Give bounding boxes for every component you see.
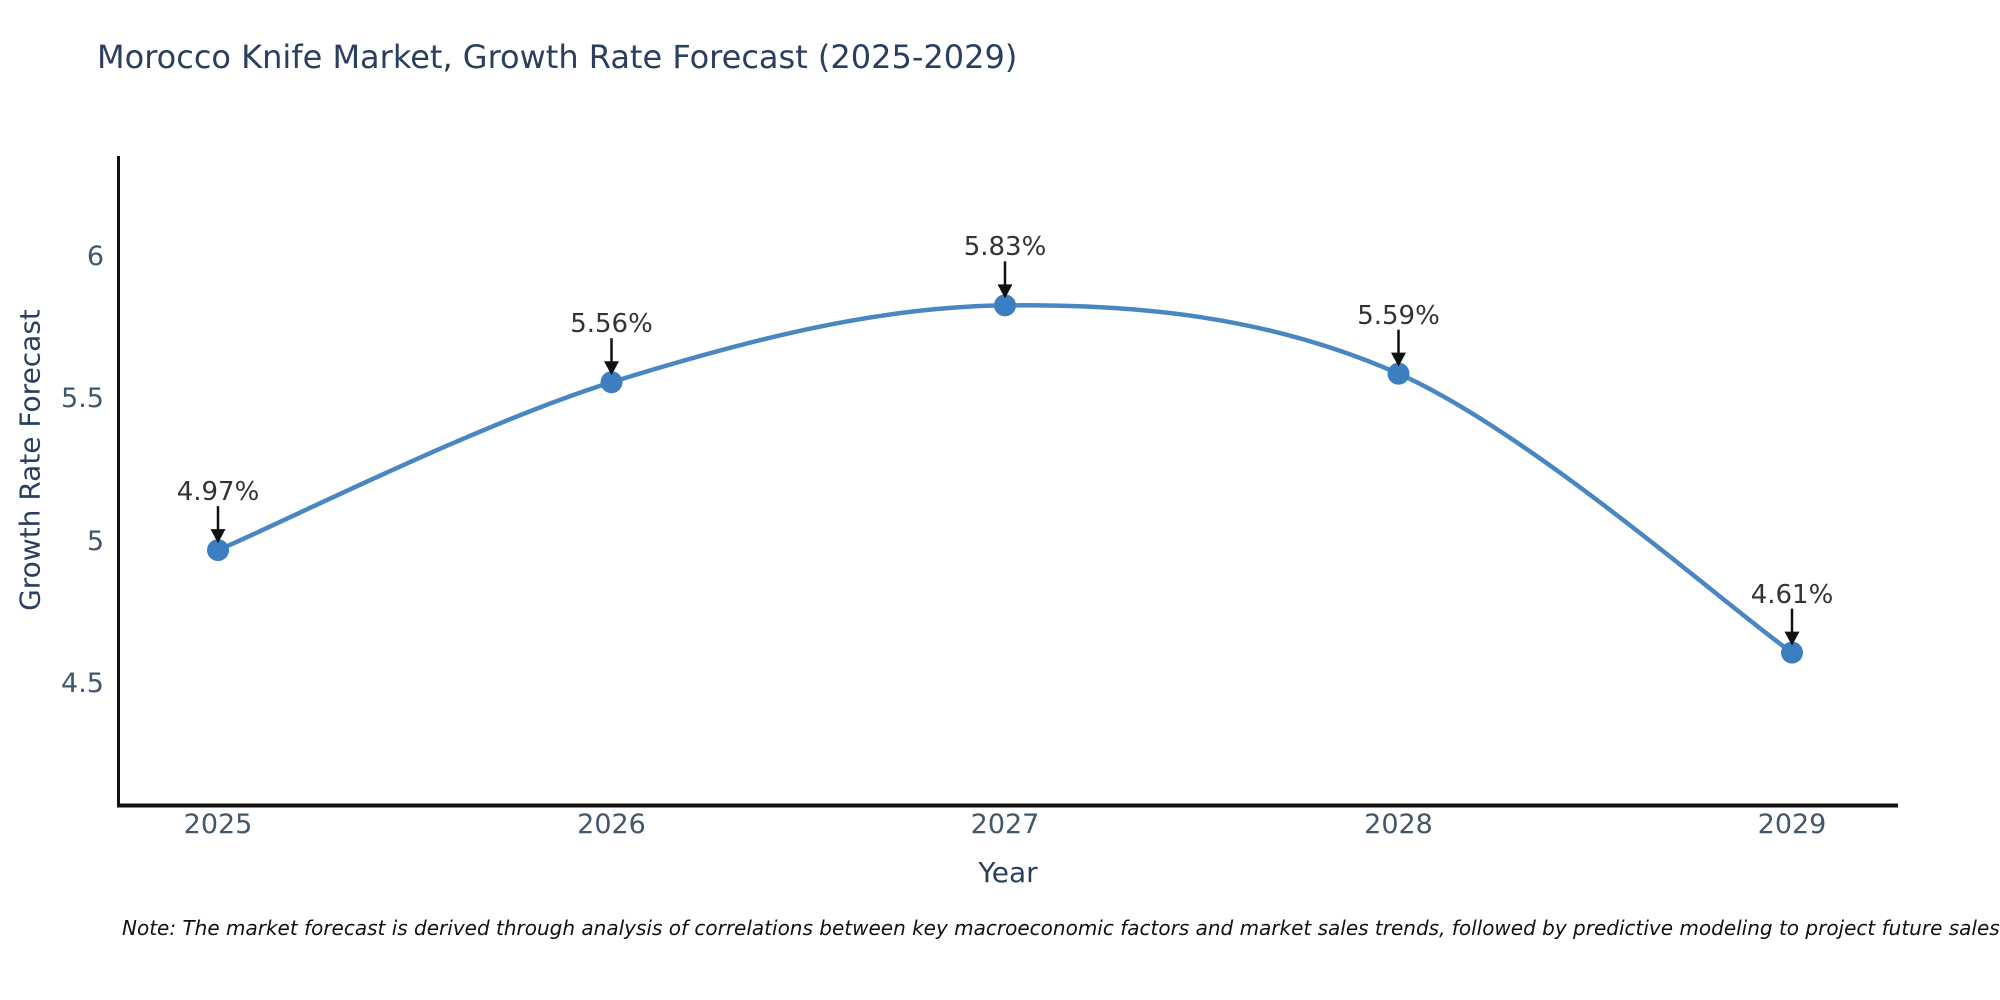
data-point-marker bbox=[994, 294, 1016, 317]
x-tick-label: 2029 bbox=[1757, 809, 1827, 840]
data-point-label: 5.59% bbox=[1357, 300, 1440, 331]
x-tick-label: 2028 bbox=[1364, 809, 1433, 840]
annotation-arrowhead bbox=[1391, 352, 1406, 367]
data-point-marker bbox=[600, 371, 623, 394]
y-tick-label: 5.5 bbox=[61, 383, 104, 415]
y-axis-title: Growth Rate Forecast bbox=[13, 309, 47, 611]
y-tick-label: 4.5 bbox=[61, 667, 104, 699]
x-tick-label: 2026 bbox=[577, 809, 646, 840]
annotation-arrowhead bbox=[1784, 631, 1800, 646]
y-tick-label: 5 bbox=[86, 525, 104, 557]
x-tick-label: 2025 bbox=[183, 809, 253, 840]
data-point-marker bbox=[207, 539, 229, 562]
footnote: Note: The market forecast is derived thr… bbox=[122, 916, 2000, 940]
data-point-label: 5.83% bbox=[963, 232, 1047, 263]
y-tick-label: 6 bbox=[86, 241, 104, 272]
data-point-label: 4.97% bbox=[176, 477, 260, 508]
annotation-arrowhead bbox=[997, 284, 1013, 299]
data-point-marker bbox=[1781, 641, 1803, 664]
annotation-arrowhead bbox=[210, 529, 226, 544]
data-point-marker bbox=[1387, 362, 1410, 385]
data-point-label: 5.56% bbox=[570, 309, 653, 340]
annotation-arrowhead bbox=[604, 361, 619, 376]
x-axis-title: Year bbox=[978, 856, 1038, 889]
forecast-line bbox=[215, 303, 1795, 655]
chart-title: Morocco Knife Market, Growth Rate Foreca… bbox=[97, 38, 1018, 76]
x-tick-label: 2027 bbox=[970, 809, 1040, 840]
data-point-label: 4.61% bbox=[1750, 579, 1834, 610]
